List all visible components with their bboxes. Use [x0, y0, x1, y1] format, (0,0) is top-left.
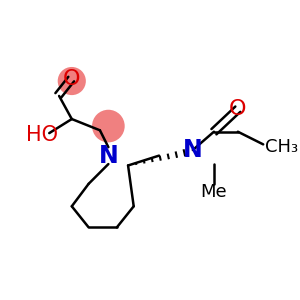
Text: N: N — [183, 138, 203, 162]
Circle shape — [92, 110, 125, 142]
Text: CH₃: CH₃ — [265, 138, 298, 156]
Text: N: N — [98, 144, 118, 168]
Text: Me: Me — [201, 183, 227, 201]
Text: O: O — [63, 69, 80, 89]
Text: O: O — [229, 99, 247, 119]
Circle shape — [58, 67, 86, 95]
Text: HO: HO — [26, 125, 58, 146]
